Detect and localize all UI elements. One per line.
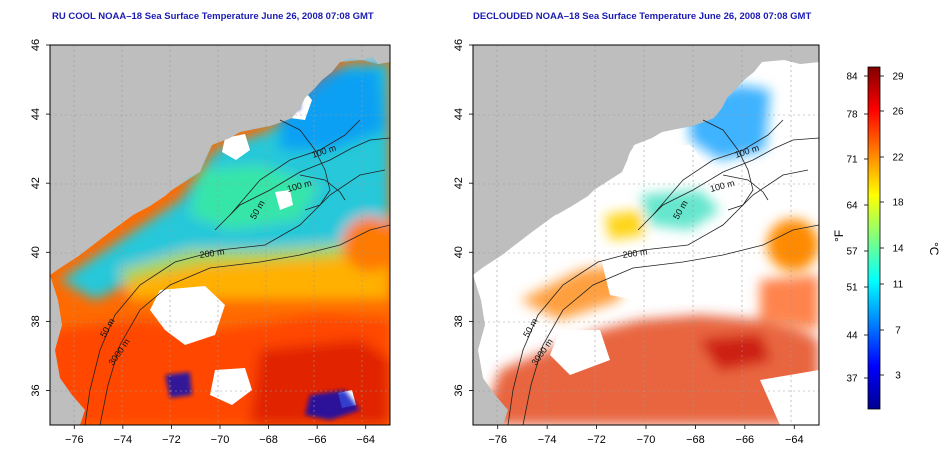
y-tick-label: 36 — [453, 384, 465, 396]
celsius-tick: 26 — [892, 107, 904, 118]
celsius-tick: 22 — [892, 153, 904, 164]
fahrenheit-tick: 51 — [846, 283, 858, 294]
fahrenheit-tick: 44 — [846, 331, 858, 342]
y-tick-label: 42 — [453, 177, 465, 189]
celsius-tick: 3 — [895, 371, 901, 382]
y-tick-label: 46 — [453, 39, 465, 51]
right-axis-ticks: −76 −74 −72 −70 −68 −66 −64 36 38 40 42 44 46 — [453, 39, 804, 446]
left-sst-map: 100 m 100 m 50 m 200 m 50 m 3000 m −76 −7… — [30, 39, 391, 446]
x-tick-label: −74 — [538, 434, 557, 446]
fahrenheit-tick: 71 — [846, 155, 858, 166]
fahrenheit-tick: 37 — [846, 374, 858, 385]
left-axis-ticks: −76 −74 −72 −70 −68 −66 −64 36 38 40 42 44 46 — [30, 39, 375, 446]
x-tick-label: −74 — [114, 434, 133, 446]
x-tick-label: −66 — [308, 434, 327, 446]
y-tick-label: 40 — [453, 246, 465, 258]
fahrenheit-tick: 84 — [846, 72, 858, 83]
x-tick-label: −64 — [785, 434, 804, 446]
coastline — [473, 45, 819, 275]
y-tick-label: 36 — [30, 384, 42, 396]
temperature-colorbar: 84 78 71 64 57 51 44 37 29 26 22 18 14 11 7 3 °F °C — [832, 66, 941, 410]
x-tick-label: −68 — [686, 434, 705, 446]
right-panel-title: DECLOUDED NOAA–18 Sea Surface Temperatur… — [473, 11, 812, 22]
fahrenheit-tick: 64 — [846, 201, 858, 212]
contour-label: 200 m — [622, 247, 648, 260]
fahrenheit-tick: 78 — [846, 110, 858, 121]
x-tick-label: −68 — [259, 434, 278, 446]
celsius-tick: 14 — [892, 244, 904, 255]
x-tick-label: −72 — [587, 434, 606, 446]
grid-lines — [473, 45, 819, 425]
x-tick-label: −76 — [65, 434, 84, 446]
y-tick-label: 38 — [453, 315, 465, 327]
celsius-tick: 11 — [893, 280, 904, 291]
x-tick-label: −66 — [736, 434, 755, 446]
fahrenheit-label: °F — [832, 230, 846, 242]
y-tick-label: 46 — [30, 39, 42, 51]
x-tick-label: −64 — [356, 434, 375, 446]
x-tick-label: −70 — [211, 434, 230, 446]
x-tick-label: −72 — [162, 434, 181, 446]
x-tick-label: −70 — [637, 434, 656, 446]
celsius-label: °C — [927, 242, 941, 256]
fahrenheit-tick: 57 — [846, 247, 858, 258]
celsius-tick: 29 — [892, 72, 904, 83]
y-tick-label: 44 — [453, 108, 465, 120]
y-tick-label: 40 — [30, 246, 42, 258]
y-tick-label: 44 — [30, 108, 42, 120]
celsius-tick: 18 — [892, 198, 904, 209]
bathymetry-contours — [84, 119, 390, 425]
x-tick-label: −76 — [488, 434, 507, 446]
bathymetry-contours — [507, 119, 819, 425]
contour-label: 200 m — [199, 247, 225, 260]
right-sst-map: 100 m 100 m 50 m 200 m 50 m 3000 m −76 −7… — [453, 39, 820, 446]
coastline — [50, 45, 390, 275]
y-tick-label: 42 — [30, 177, 42, 189]
colorbar-gradient — [867, 66, 881, 410]
left-panel-title: RU COOL NOAA–18 Sea Surface Temperature … — [52, 11, 374, 22]
celsius-tick: 7 — [895, 326, 901, 337]
cloud-mask — [550, 145, 819, 425]
y-tick-label: 38 — [30, 315, 42, 327]
